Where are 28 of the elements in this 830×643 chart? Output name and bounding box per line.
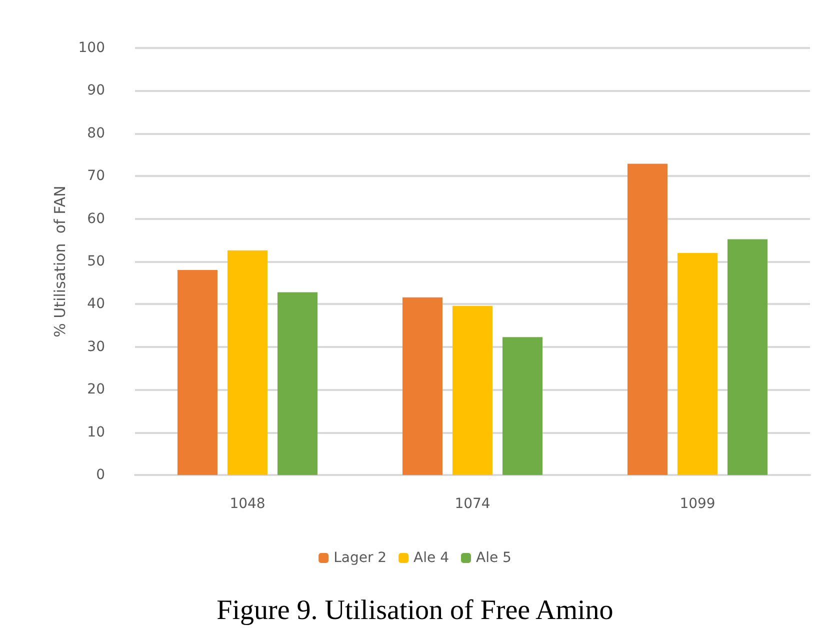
y-tick-label: 90 bbox=[87, 82, 105, 99]
bar bbox=[678, 252, 718, 475]
bar bbox=[228, 250, 268, 475]
bar bbox=[278, 292, 318, 475]
bar bbox=[452, 306, 492, 475]
y-tick-label: 50 bbox=[87, 254, 105, 270]
x-tick-label: 1074 bbox=[454, 496, 490, 512]
legend-label: Lager 2 bbox=[334, 550, 387, 566]
bar bbox=[402, 297, 442, 475]
bar bbox=[728, 239, 768, 475]
bar bbox=[178, 270, 218, 475]
y-tick-label: 0 bbox=[96, 467, 105, 483]
legend-label: Ale 4 bbox=[414, 550, 450, 566]
y-tick-label: 60 bbox=[87, 210, 105, 227]
x-tick-label: 1048 bbox=[230, 496, 266, 512]
y-tick-label: 70 bbox=[87, 168, 105, 184]
bar bbox=[502, 337, 542, 475]
caption: Figure 9. Utilisation of Free Amino bbox=[216, 595, 614, 627]
y-tick-label: 100 bbox=[78, 40, 105, 56]
y-tick-label: 40 bbox=[87, 296, 105, 312]
x-tick-label: 1099 bbox=[680, 496, 716, 512]
y-tick-label: 30 bbox=[87, 338, 105, 355]
y-tick-label: 20 bbox=[87, 382, 105, 398]
bar bbox=[628, 164, 668, 475]
y-tick-label: 80 bbox=[87, 125, 105, 142]
legend-label: Ale 5 bbox=[476, 550, 512, 566]
y-axis-title: % Utilisation of FAN bbox=[50, 186, 69, 338]
y-tick-label: 10 bbox=[87, 424, 105, 440]
